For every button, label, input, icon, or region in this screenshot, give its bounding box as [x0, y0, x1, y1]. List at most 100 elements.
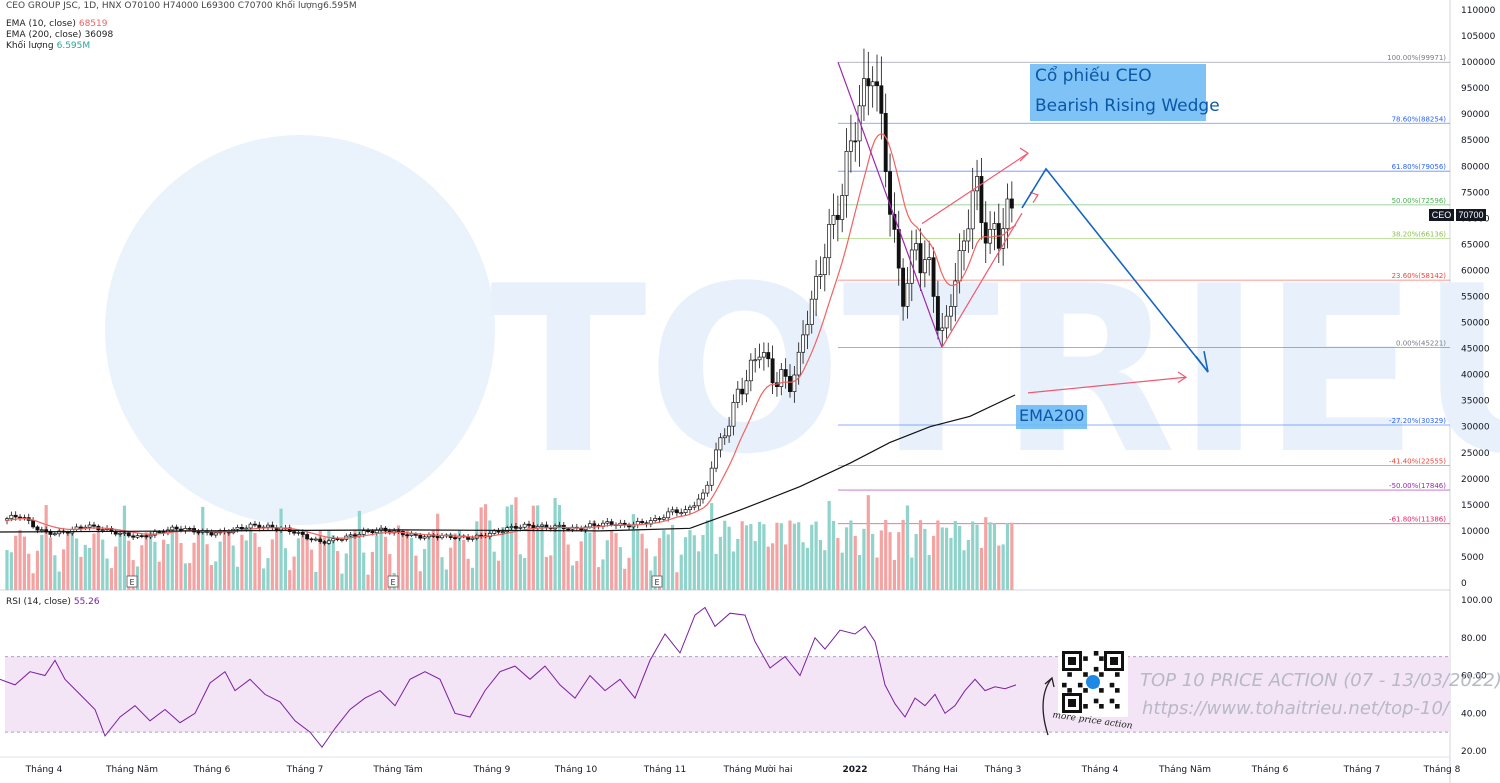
- volume-bar: [309, 549, 314, 590]
- volume-bar: [684, 537, 688, 590]
- candle-body: [940, 327, 945, 331]
- candle-body: [948, 306, 953, 317]
- volume-bar: [692, 535, 696, 590]
- candle-body: [953, 280, 958, 307]
- candle-body: [888, 171, 893, 215]
- candle-body: [718, 437, 723, 451]
- volume-bar: [257, 546, 261, 590]
- rsi-line: [0, 606, 1017, 749]
- volume-bar: [879, 530, 883, 590]
- volume-bar: [305, 534, 309, 590]
- candle-body: [348, 534, 353, 537]
- volume-bar: [871, 533, 875, 590]
- volume-bar: [318, 529, 322, 590]
- candle-body: [935, 296, 940, 331]
- qr-module: [1099, 688, 1104, 693]
- qr-module: [1099, 672, 1104, 677]
- volume-bar: [792, 523, 796, 590]
- candle-body: [770, 358, 775, 384]
- volume-bar: [601, 559, 605, 590]
- ema10-line: [4, 133, 1017, 539]
- candle-body: [44, 529, 49, 532]
- volume-bar: [936, 520, 940, 590]
- volume-bar: [9, 552, 13, 590]
- volume-bar: [362, 552, 366, 590]
- ema200-annotation: EMA200: [1016, 405, 1088, 429]
- qr-module: [1083, 672, 1088, 677]
- candle-body: [831, 214, 836, 225]
- price-tick-label: 20000: [1461, 475, 1490, 485]
- price-tick-label: 80000: [1461, 162, 1490, 172]
- volume-bar: [22, 536, 26, 590]
- volume-bar: [697, 551, 701, 590]
- time-axis-label: Tháng 9: [473, 765, 511, 775]
- volume-bar: [440, 557, 444, 590]
- volume-bar: [527, 524, 531, 590]
- qr-module: [1083, 656, 1088, 661]
- volume-bar: [301, 530, 305, 590]
- volume-bar: [96, 530, 100, 590]
- qr-module: [1093, 666, 1099, 672]
- volume-bar: [705, 520, 709, 590]
- volume-bar: [344, 553, 348, 590]
- candle-body: [962, 240, 966, 251]
- candle-body: [296, 531, 301, 534]
- qr-module: [1115, 672, 1120, 677]
- candle-body: [422, 536, 427, 539]
- candle-body: [435, 536, 440, 539]
- volume-bar: [583, 530, 588, 590]
- qr-module: [1077, 682, 1083, 688]
- wedge-upper-arrowhead: [1019, 147, 1029, 162]
- fib-diagonal: [837, 61, 943, 348]
- volume-bar: [531, 505, 535, 590]
- candle-body: [78, 526, 83, 529]
- volume-bar: [188, 563, 192, 590]
- fib-level-label: -27.20%(30329): [1389, 417, 1446, 425]
- candle-body: [300, 531, 305, 535]
- volume-bar: [357, 510, 361, 590]
- curved-arrow: [1042, 677, 1053, 736]
- last-price-tag: 70700: [1456, 209, 1486, 221]
- qr-module: [1115, 688, 1120, 693]
- volume-bar: [57, 571, 61, 590]
- time-axis-label: Tháng Mười hai: [722, 764, 792, 775]
- volume-bar: [570, 565, 575, 590]
- rsi-tick-label: 20.00: [1461, 747, 1487, 757]
- price-tick-label: 75000: [1461, 188, 1490, 198]
- candle-body: [405, 534, 410, 537]
- volume-bar: [636, 530, 640, 590]
- candle-body: [496, 530, 501, 533]
- volume-bar: [222, 530, 227, 590]
- volume-bar: [575, 561, 579, 590]
- qr-code-icon: [1058, 647, 1128, 717]
- candle-body: [31, 520, 36, 528]
- volume-bar: [423, 549, 427, 590]
- candle-body: [748, 359, 753, 382]
- qr-module: [1067, 672, 1072, 677]
- volume-bar: [262, 568, 266, 590]
- volume-bar: [231, 545, 235, 590]
- volume-bar: [840, 552, 844, 590]
- rsi-tick-label: 40.00: [1461, 709, 1487, 719]
- candle-body: [1001, 228, 1006, 249]
- volume-bar: [1005, 523, 1010, 590]
- candle-body: [744, 380, 749, 395]
- candle-body: [905, 282, 910, 307]
- candle-body: [857, 105, 862, 142]
- volume-bar: [166, 543, 170, 590]
- volume-bar: [218, 541, 222, 590]
- volume-bar: [296, 538, 301, 590]
- price-tick-label: 65000: [1461, 240, 1490, 250]
- volume-bar: [557, 504, 562, 590]
- volume-bar: [927, 555, 931, 590]
- rsi-tick-label: 100.00: [1461, 596, 1493, 606]
- volume-bar: [701, 534, 705, 590]
- candle-body: [687, 506, 692, 511]
- volume-bar: [897, 532, 901, 590]
- volume-bar: [670, 524, 675, 590]
- volume-bar: [183, 563, 187, 590]
- volume-bar: [831, 520, 836, 590]
- volume-bar: [162, 539, 166, 590]
- candle-body: [866, 78, 871, 87]
- volume-bar: [227, 532, 231, 590]
